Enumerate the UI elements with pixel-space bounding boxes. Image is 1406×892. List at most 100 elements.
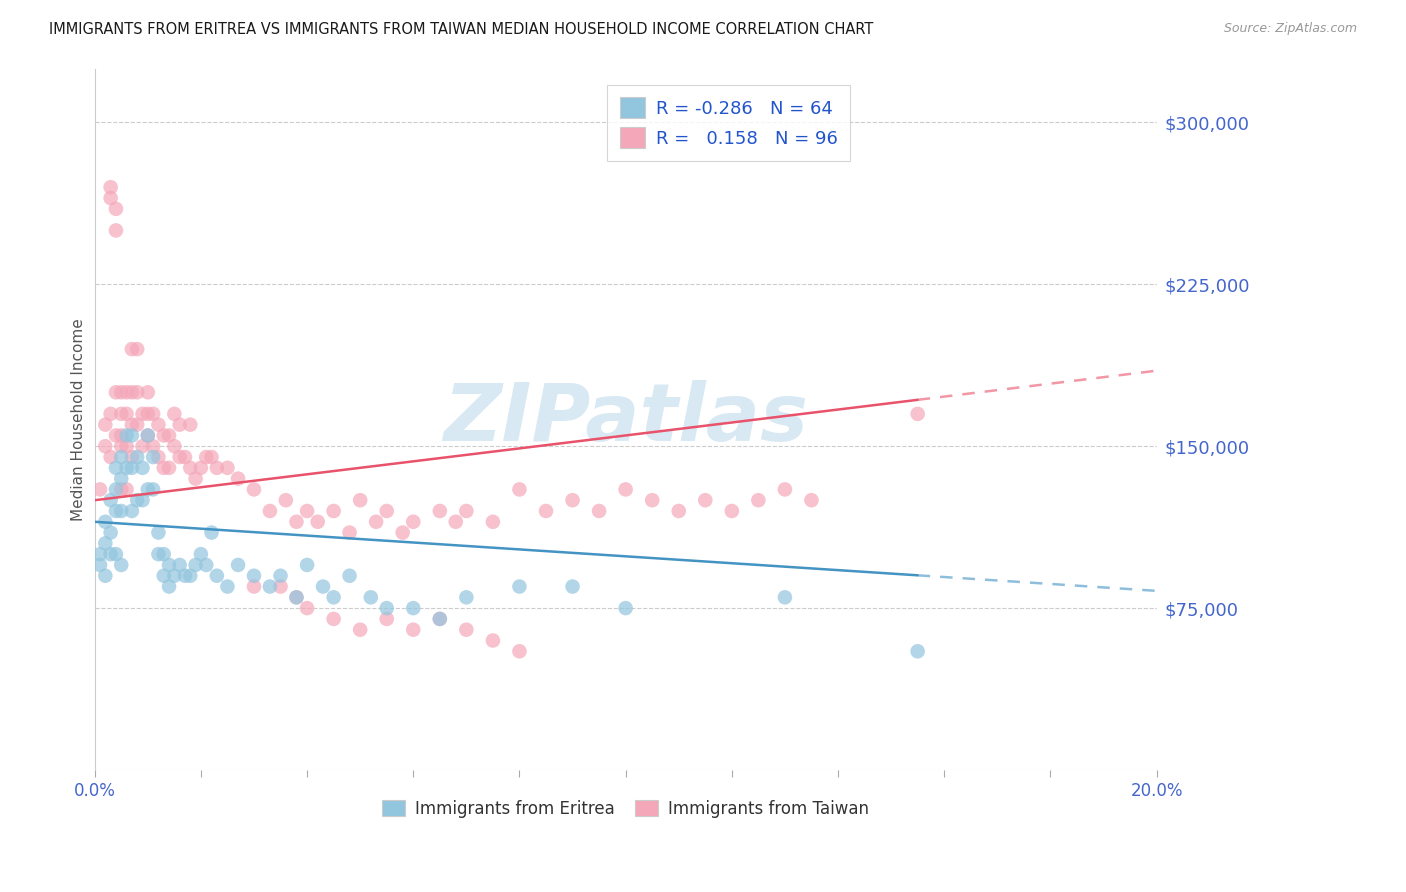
Point — [205, 568, 228, 582]
Point — [322, 591, 344, 605]
Point — [94, 536, 117, 550]
Point — [121, 428, 143, 442]
Point — [142, 450, 165, 464]
Point — [360, 591, 382, 605]
Point — [110, 385, 132, 400]
Point — [402, 515, 425, 529]
Point — [104, 504, 127, 518]
Point — [243, 568, 266, 582]
Point — [127, 385, 149, 400]
Point — [121, 504, 143, 518]
Point — [131, 407, 153, 421]
Point — [322, 504, 344, 518]
Point — [561, 493, 583, 508]
Point — [148, 450, 170, 464]
Point — [429, 612, 451, 626]
Point — [136, 385, 159, 400]
Point — [641, 493, 664, 508]
Point — [127, 450, 149, 464]
Point — [131, 439, 153, 453]
Point — [402, 623, 425, 637]
Point — [94, 417, 117, 432]
Point — [295, 504, 318, 518]
Point — [104, 385, 127, 400]
Point — [104, 223, 127, 237]
Point — [295, 558, 318, 572]
Point — [110, 483, 132, 497]
Point — [402, 601, 425, 615]
Y-axis label: Median Household Income: Median Household Income — [72, 318, 86, 521]
Point — [127, 342, 149, 356]
Point — [695, 493, 717, 508]
Point — [588, 504, 610, 518]
Point — [349, 493, 371, 508]
Point — [100, 547, 122, 561]
Point — [94, 568, 117, 582]
Point — [110, 439, 132, 453]
Point — [157, 580, 180, 594]
Point — [200, 525, 222, 540]
Point — [312, 580, 335, 594]
Point — [110, 450, 132, 464]
Point — [195, 558, 218, 572]
Point — [429, 504, 451, 518]
Point — [444, 515, 467, 529]
Point — [104, 483, 127, 497]
Point — [152, 428, 174, 442]
Point — [179, 417, 201, 432]
Point — [534, 504, 557, 518]
Point — [482, 633, 505, 648]
Point — [339, 568, 361, 582]
Point — [110, 504, 132, 518]
Point — [285, 591, 308, 605]
Text: Source: ZipAtlas.com: Source: ZipAtlas.com — [1223, 22, 1357, 36]
Point — [121, 417, 143, 432]
Point — [100, 180, 122, 194]
Point — [142, 483, 165, 497]
Point — [121, 450, 143, 464]
Point — [89, 547, 111, 561]
Point — [100, 493, 122, 508]
Point — [285, 591, 308, 605]
Point — [721, 504, 744, 518]
Point — [226, 558, 249, 572]
Point — [100, 407, 122, 421]
Point — [907, 407, 929, 421]
Point — [243, 580, 266, 594]
Point — [179, 568, 201, 582]
Point — [259, 580, 281, 594]
Point — [349, 623, 371, 637]
Point — [482, 515, 505, 529]
Point — [136, 428, 159, 442]
Legend: Immigrants from Eritrea, Immigrants from Taiwan: Immigrants from Eritrea, Immigrants from… — [375, 794, 876, 825]
Point — [115, 407, 138, 421]
Point — [200, 450, 222, 464]
Point — [131, 493, 153, 508]
Point — [184, 472, 207, 486]
Point — [174, 568, 197, 582]
Point — [169, 450, 191, 464]
Point — [115, 483, 138, 497]
Point — [614, 483, 637, 497]
Point — [614, 601, 637, 615]
Point — [142, 407, 165, 421]
Point — [259, 504, 281, 518]
Point — [157, 460, 180, 475]
Text: IMMIGRANTS FROM ERITREA VS IMMIGRANTS FROM TAIWAN MEDIAN HOUSEHOLD INCOME CORREL: IMMIGRANTS FROM ERITREA VS IMMIGRANTS FR… — [49, 22, 873, 37]
Point — [115, 385, 138, 400]
Point — [285, 515, 308, 529]
Point — [110, 472, 132, 486]
Point — [190, 547, 212, 561]
Point — [104, 460, 127, 475]
Point — [121, 342, 143, 356]
Point — [339, 525, 361, 540]
Point — [152, 547, 174, 561]
Point — [773, 483, 796, 497]
Point — [508, 483, 530, 497]
Point — [364, 515, 387, 529]
Point — [136, 407, 159, 421]
Point — [127, 417, 149, 432]
Point — [110, 428, 132, 442]
Point — [110, 558, 132, 572]
Point — [157, 558, 180, 572]
